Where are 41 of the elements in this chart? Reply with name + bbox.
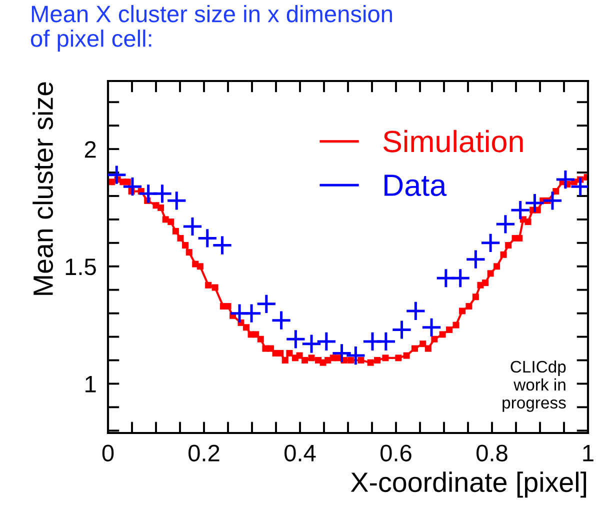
x-tick-label: 0.4 — [284, 444, 316, 462]
point — [122, 176, 143, 197]
point — [345, 345, 366, 366]
annotation: CLICdp work in progress — [502, 360, 566, 412]
point — [405, 300, 426, 322]
point — [241, 303, 262, 324]
point — [510, 200, 531, 220]
point — [542, 190, 563, 211]
point — [182, 216, 203, 237]
point — [450, 268, 471, 288]
point — [301, 334, 322, 354]
y-axis-title: Mean cluster size — [32, 82, 54, 295]
point — [197, 228, 218, 249]
x-tick-label: 0.6 — [380, 444, 412, 462]
point — [270, 310, 292, 331]
x-tick-label: 0.8 — [476, 444, 508, 462]
point — [495, 214, 516, 234]
point — [391, 319, 412, 340]
legend-label: Simulation — [383, 130, 523, 152]
x-axis-title: X-coordinate [pixel] — [350, 472, 586, 498]
x-tick-label: 0.2 — [188, 444, 220, 462]
chart-title: Mean X cluster size in x dimension of pixel cell: — [30, 5, 392, 52]
y-tick-label: 1 — [86, 376, 96, 392]
point — [465, 249, 486, 270]
point — [480, 232, 501, 254]
point — [285, 328, 306, 350]
x-tick-label: 1 — [583, 444, 594, 462]
point — [421, 317, 442, 338]
point — [152, 183, 173, 204]
point — [212, 234, 233, 256]
point — [316, 331, 337, 352]
y-tick-label: 1.5 — [66, 258, 96, 276]
point — [256, 294, 277, 314]
point — [331, 342, 352, 364]
x-tick-label: 0 — [102, 444, 114, 462]
point — [555, 169, 576, 190]
point — [524, 192, 546, 214]
y-tick-label: 2 — [84, 141, 96, 158]
point — [166, 190, 187, 211]
legend-label: Data — [384, 174, 447, 196]
point — [376, 331, 396, 352]
